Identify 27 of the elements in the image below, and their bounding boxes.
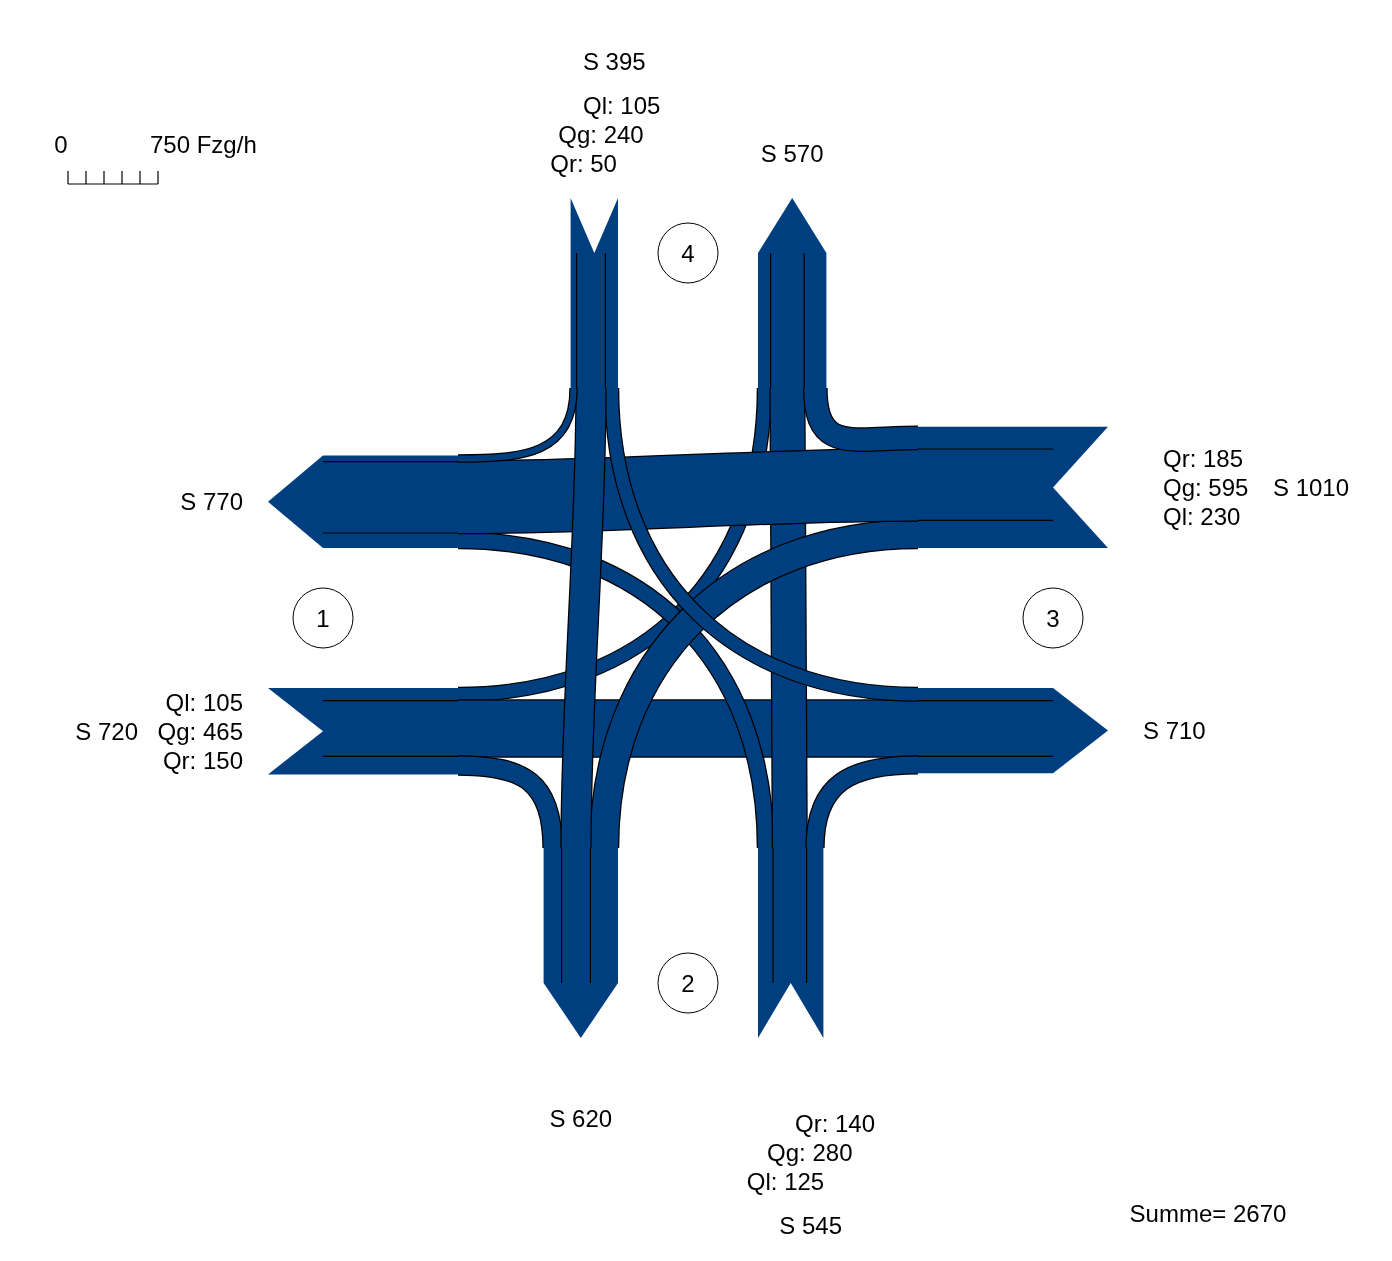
category-label: 1 <box>316 604 330 632</box>
category-label: 4 <box>681 239 695 267</box>
text: 750 Fzg/h <box>150 130 257 158</box>
data-label: Qg: 280 <box>767 1138 853 1166</box>
text: S 1010 <box>1273 473 1350 501</box>
text: S 570 <box>760 139 824 167</box>
data-label: Qg: 465 <box>157 717 243 745</box>
text: Summe= 2670 <box>1129 1199 1287 1227</box>
text: S 395 <box>582 47 646 75</box>
data-label: Qr: 140 <box>794 1109 876 1137</box>
text: 0 <box>54 130 68 158</box>
text: S 770 <box>180 488 243 516</box>
data-label: Qg: 595 <box>1163 473 1249 501</box>
data-label: Qr: 150 <box>162 746 243 774</box>
category-label: 2 <box>681 969 695 997</box>
text: S 620 <box>549 1104 613 1132</box>
data-label: Qg: 240 <box>558 120 644 148</box>
text: S 710 <box>1143 717 1206 745</box>
data-label: Qr: 185 <box>1163 444 1244 472</box>
text: S 545 <box>779 1211 843 1239</box>
data-label: Ql: 230 <box>1163 502 1241 530</box>
category-label: 3 <box>1046 604 1060 632</box>
data-label: Qr: 50 <box>550 149 617 177</box>
text: S 720 <box>75 717 138 745</box>
data-label: Ql: 125 <box>746 1167 825 1195</box>
data-label: Ql: 105 <box>165 688 243 716</box>
data-label: Ql: 105 <box>583 91 661 119</box>
